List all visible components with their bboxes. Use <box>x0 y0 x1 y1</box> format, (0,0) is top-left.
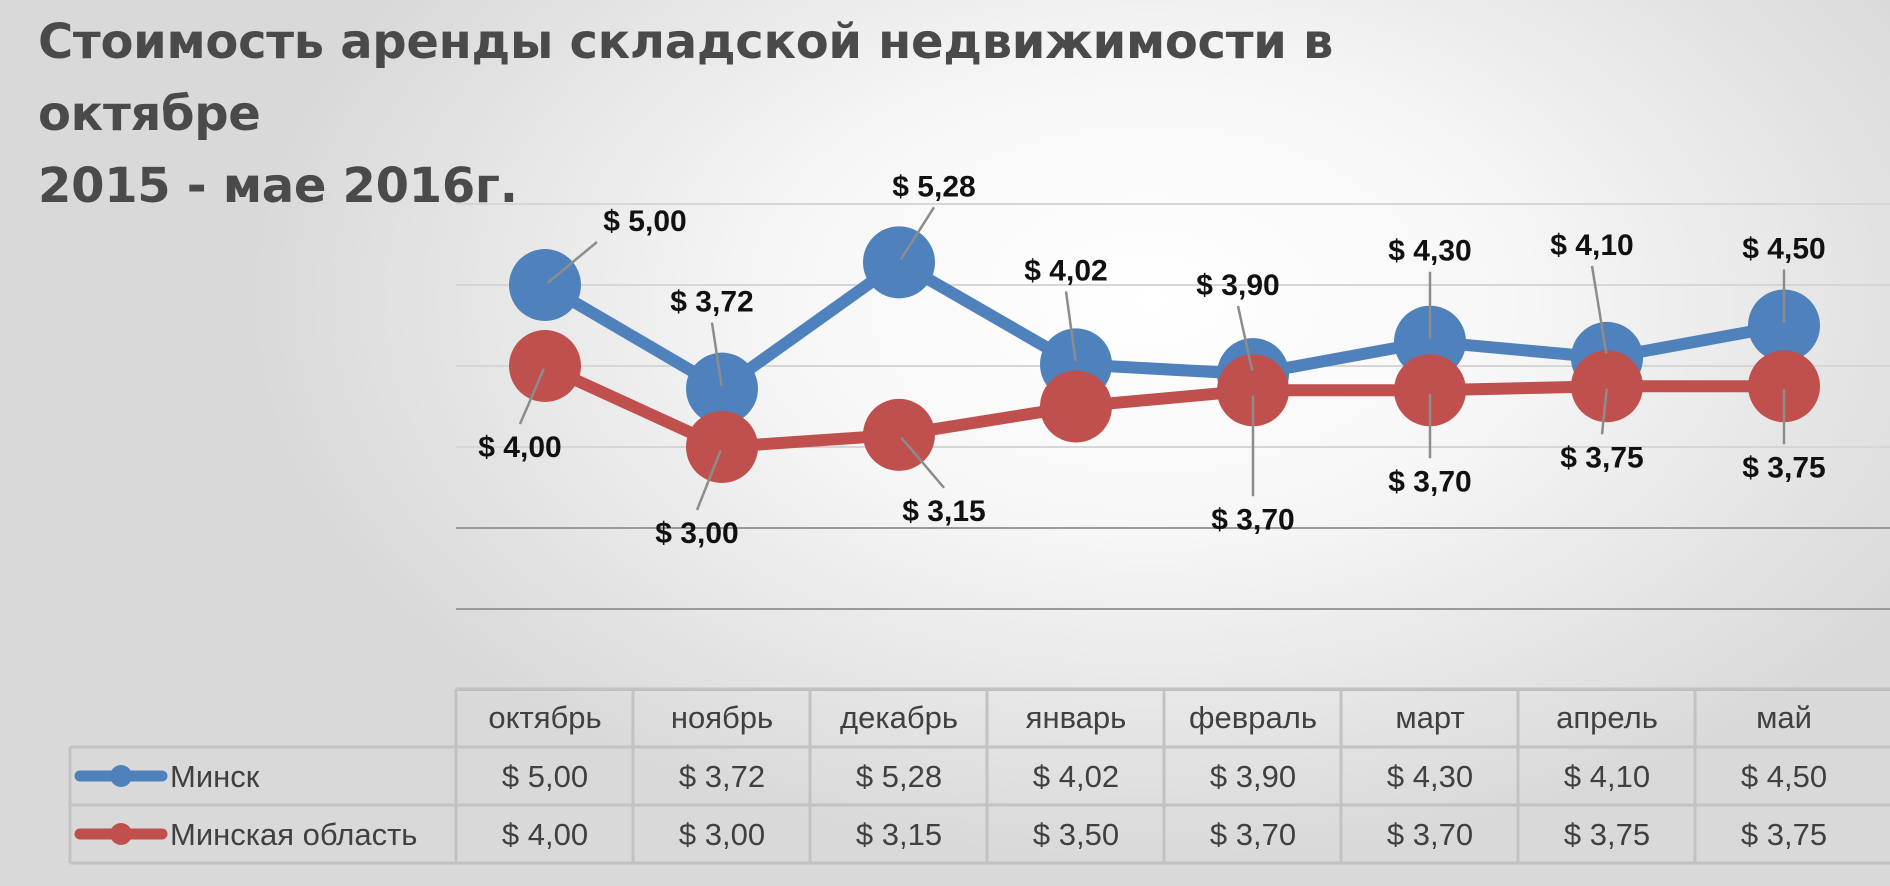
chart-title: Стоимость аренды складской недвижимости … <box>38 6 1538 222</box>
data-labels: $ 5,00 $ 3,72 $ 5,28 $ 4,02 $ 3,90 $ 4,30 $ 4,… <box>478 170 1825 550</box>
data-label: $ 5,00 <box>603 205 686 238</box>
data-label: $ 3,15 <box>902 495 985 528</box>
data-point <box>686 411 758 483</box>
data-label: $ 4,10 <box>1550 229 1633 262</box>
table-cell: $ 3,70 <box>1387 817 1473 852</box>
data-label: $ 5,28 <box>892 170 975 203</box>
table-cell: $ 5,00 <box>502 759 588 794</box>
table-cell: $ 4,02 <box>1033 759 1119 794</box>
leader-line <box>900 436 945 489</box>
leader-line <box>899 206 936 261</box>
leader-line <box>695 449 722 511</box>
table-cell: $ 3,00 <box>679 817 765 852</box>
data-label: $ 3,75 <box>1742 451 1825 484</box>
legend-minsk: Минск <box>74 759 260 794</box>
leader-line <box>710 322 723 386</box>
legend-minsk-region: Минская область <box>74 817 417 852</box>
category-label: октябрь <box>488 700 601 735</box>
data-point <box>686 352 758 425</box>
data-label: $ 3,72 <box>670 286 753 319</box>
data-label: $ 3,00 <box>655 517 738 550</box>
data-point <box>1748 289 1820 362</box>
category-label: май <box>1756 700 1812 735</box>
table-cell: $ 3,70 <box>1210 817 1296 852</box>
category-label: декабрь <box>840 700 958 735</box>
category-label: ноябрь <box>671 700 773 735</box>
series-name: Минская область <box>170 817 417 852</box>
data-label: $ 4,30 <box>1388 235 1471 268</box>
leader-line <box>1236 305 1254 371</box>
table-cell: $ 3,75 <box>1564 817 1650 852</box>
chart-title-line-2: 2015 - мае 2016г. <box>38 158 518 214</box>
table-cell: $ 3,72 <box>679 759 765 794</box>
table-cell: $ 3,75 <box>1741 817 1827 852</box>
leader-line <box>1600 388 1608 435</box>
data-point <box>509 330 581 402</box>
data-point <box>1217 354 1289 427</box>
data-label: $ 3,70 <box>1211 503 1294 536</box>
legend-marker-icon <box>110 765 132 787</box>
table-cell: $ 3,90 <box>1210 759 1296 794</box>
data-label: $ 3,75 <box>1560 441 1643 474</box>
data-point <box>509 249 581 321</box>
data-point <box>1040 370 1112 443</box>
data-table: октябрь ноябрь декабрь январь февраль март апр… <box>68 687 1890 865</box>
table-cell: $ 4,00 <box>502 817 588 852</box>
data-label: $ 3,90 <box>1196 269 1279 302</box>
table-cell: $ 4,10 <box>1564 759 1650 794</box>
data-point <box>1748 350 1820 423</box>
leader-line <box>518 368 545 425</box>
category-label: март <box>1395 700 1464 735</box>
leader-line <box>546 241 598 284</box>
data-label: $ 4,50 <box>1742 233 1825 266</box>
series-name: Минск <box>170 759 260 794</box>
category-label: февраль <box>1189 700 1317 735</box>
table-cell: $ 4,50 <box>1741 759 1827 794</box>
data-label: $ 3,70 <box>1388 465 1471 498</box>
leader-line <box>1064 291 1077 361</box>
legend-marker-icon <box>110 823 132 845</box>
chart-title-line-1: Стоимость аренды складской недвижимости … <box>38 14 1334 142</box>
data-label: $ 4,00 <box>478 431 561 464</box>
table-cell: $ 3,50 <box>1033 817 1119 852</box>
table-cell: $ 5,28 <box>856 759 942 794</box>
data-point <box>863 398 935 471</box>
data-point <box>1571 350 1643 423</box>
gridlines <box>456 203 1890 691</box>
data-point <box>1394 354 1466 427</box>
category-label: апрель <box>1556 700 1658 735</box>
category-label: январь <box>1026 700 1127 735</box>
data-point <box>863 226 935 299</box>
table-cell: $ 4,30 <box>1387 759 1473 794</box>
data-label: $ 4,02 <box>1024 254 1107 287</box>
table-cell: $ 3,15 <box>856 817 942 852</box>
leader-line <box>1590 265 1608 354</box>
